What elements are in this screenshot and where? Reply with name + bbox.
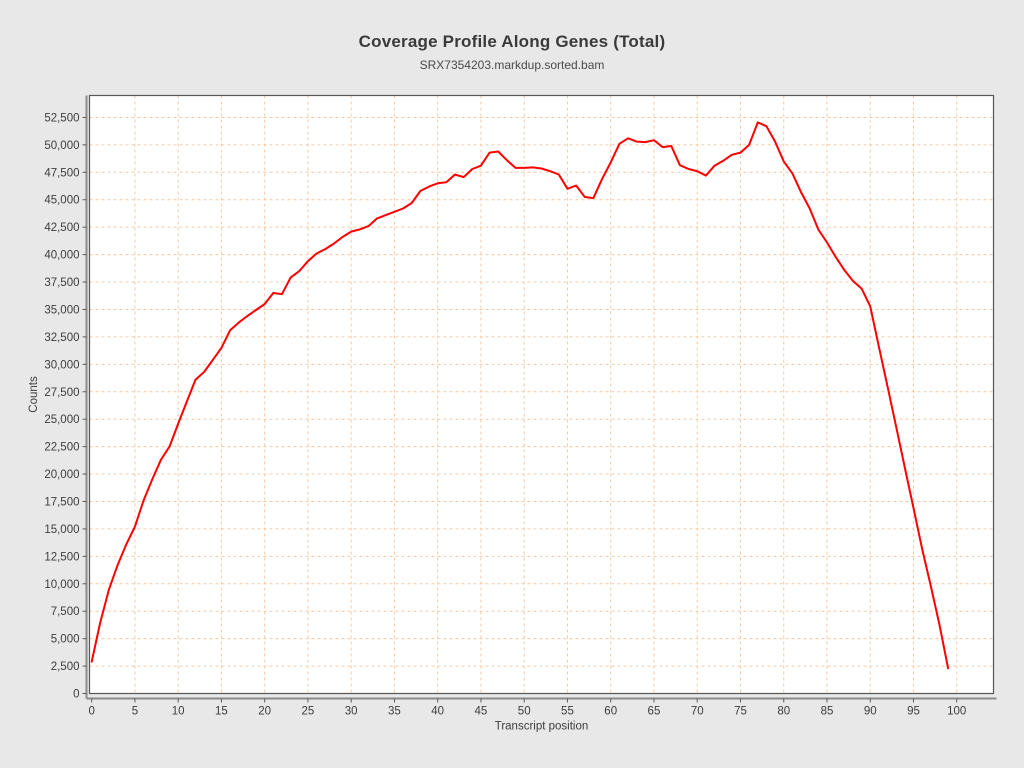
y-axis-tick-label: 50,000 [44, 140, 79, 152]
y-axis-tick-label: 47,500 [44, 167, 79, 179]
x-axis-tick-label: 25 [302, 706, 315, 718]
x-axis-tick-label: 35 [388, 706, 401, 718]
plot-border [88, 94, 995, 695]
x-axis-tick-label: 45 [475, 706, 488, 718]
y-axis-title: Counts [28, 376, 40, 413]
y-axis-tick-label: 0 [73, 689, 79, 701]
x-axis-tick-label: 80 [777, 706, 790, 718]
y-axis-tick-label: 40,000 [44, 250, 79, 262]
x-axis-tick-label: 50 [518, 706, 531, 718]
plot-area [89, 95, 994, 694]
y-axis-tick-label: 22,500 [44, 442, 79, 454]
y-axis-tick-label: 17,500 [44, 496, 79, 508]
x-axis-tick-label: 20 [258, 706, 271, 718]
y-axis-tick-label: 32,500 [44, 332, 79, 344]
y-axis-tick-label: 35,000 [44, 304, 79, 316]
x-axis-tick-label: 0 [88, 706, 94, 718]
y-axis-tick-label: 5,000 [51, 634, 80, 646]
x-axis-tick-label: 70 [691, 706, 704, 718]
x-axis-tick-label: 5 [132, 706, 138, 718]
x-axis-tick-label: 85 [821, 706, 834, 718]
y-axis-tick-label: 52,500 [44, 112, 79, 124]
series-line [90, 121, 950, 670]
x-axis-tick-label: 60 [604, 706, 617, 718]
y-axis-tick-label: 45,000 [44, 195, 79, 207]
y-axis-tick-label: 27,500 [44, 387, 79, 399]
y-axis-tick-label: 30,000 [44, 359, 79, 371]
y-axis-tick-label: 7,500 [51, 606, 80, 618]
y-axis-tick-label: 20,000 [44, 469, 79, 481]
x-axis-tick-label: 90 [864, 706, 877, 718]
y-axis-tick-label: 2,500 [51, 661, 80, 673]
x-axis-tick-label: 10 [172, 706, 185, 718]
x-axis-tick-label: 55 [561, 706, 574, 718]
x-axis-tick-label: 100 [947, 706, 966, 718]
y-axis-tick-label: 10,000 [44, 579, 79, 591]
x-axis-tick-label: 75 [734, 706, 747, 718]
x-axis-tick-label: 95 [907, 706, 920, 718]
y-axis-tick-label: 25,000 [44, 414, 79, 426]
y-axis-tick-label: 15,000 [44, 524, 79, 536]
y-axis-tick-label: 37,500 [44, 277, 79, 289]
x-axis-tick-label: 40 [431, 706, 444, 718]
x-axis-tick-label: 15 [215, 706, 228, 718]
x-axis-title: Transcript position [495, 721, 589, 733]
y-axis-tick-label: 12,500 [44, 551, 79, 563]
y-axis-tick-label: 42,500 [44, 222, 79, 234]
chart-subtitle: SRX7354203.markdup.sorted.bam [419, 58, 605, 72]
x-axis-tick-label: 30 [345, 706, 358, 718]
chart-title: Coverage Profile Along Genes (Total) [358, 32, 666, 51]
x-axis-tick-label: 65 [648, 706, 661, 718]
